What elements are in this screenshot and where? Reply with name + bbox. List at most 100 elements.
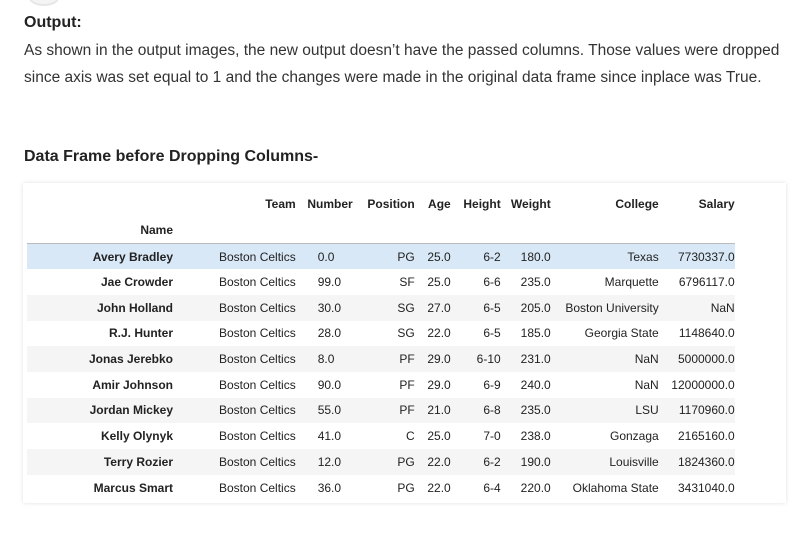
row-index-name: Jordan Mickey [89, 403, 173, 418]
cell-number: 99.0 [317, 275, 342, 290]
cell-age: 22.0 [427, 454, 451, 469]
table-row: Jonas Jerebko Boston Celtics 8.0 PF 29.0 6-10… [27, 346, 735, 372]
table-row: Marcus Smart Boston Celtics 36.0 PG 22.0 6-4 2… [27, 475, 735, 501]
column-header-row: Team Number Position Age Height Weight C… [27, 191, 735, 217]
cell-team: Boston Celtics [219, 454, 296, 469]
index-name-filler [414, 217, 451, 244]
cell-weight: 205.0 [520, 300, 551, 315]
row-index-name: Marcus Smart [93, 480, 173, 495]
avatar-fragment [28, 0, 60, 6]
column-header-college: College [615, 197, 659, 211]
cell-age: 22.0 [427, 480, 451, 495]
table-row: Kelly Olynyk Boston Celtics 41.0 C 25.0 7-0 23… [27, 423, 735, 449]
index-name-filler [352, 217, 415, 244]
cell-weight: 240.0 [520, 377, 551, 392]
row-index-name: Amir Johnson [92, 377, 173, 392]
cell-number: 55.0 [317, 403, 342, 418]
index-name-filler [295, 217, 353, 244]
cell-height: 6-9 [483, 377, 501, 392]
cell-age: 22.0 [427, 326, 451, 341]
dataframe-output: Team Number Position Age Height Weight C… [23, 183, 786, 503]
column-header-weight: Weight [510, 197, 551, 211]
column-header-salary: Salary [698, 197, 735, 211]
cell-team: Boston Celtics [219, 377, 296, 392]
index-name-filler [550, 217, 659, 244]
cell-position: PG [397, 454, 415, 469]
cell-number: 28.0 [317, 326, 342, 341]
cell-weight: 220.0 [520, 480, 551, 495]
cell-weight: 185.0 [520, 326, 551, 341]
table-row: Jordan Mickey Boston Celtics 55.0 PF 21.0 6-8… [27, 397, 735, 424]
cell-position: SG [397, 300, 415, 315]
cell-salary: 1148640.0 [678, 326, 735, 341]
cell-college: NaN [634, 377, 659, 392]
cell-age: 25.0 [427, 429, 451, 444]
output-heading: Output: [24, 14, 82, 31]
cell-college: LSU [635, 403, 659, 418]
cell-salary: 7730337.0 [677, 249, 735, 264]
cell-position: PF [399, 352, 415, 367]
cell-salary: 12000000.0 [671, 377, 735, 392]
cell-weight: 231.0 [520, 352, 551, 367]
cell-age: 27.0 [427, 300, 451, 315]
cell-number: 0.0 [317, 249, 335, 264]
table-row: Terry Rozier Boston Celtics 12.0 PG 22.0 6-2 1… [27, 449, 735, 475]
table-row: John Holland Boston Celtics 30.0 SG 27.0 6-5 2… [27, 294, 735, 321]
cell-height: 6-2 [483, 454, 501, 469]
cell-position: C [406, 429, 415, 444]
cell-position: PG [397, 249, 415, 264]
cell-weight: 238.0 [520, 429, 551, 444]
column-header-position: Position [367, 197, 415, 211]
cell-salary: 1824360.0 [677, 454, 735, 469]
cell-number: 8.0 [317, 352, 335, 367]
cell-height: 6-5 [483, 300, 501, 315]
table-row: Jae Crowder Boston Celtics 99.0 SF 25.0 6-6 23… [27, 269, 735, 295]
index-name-filler [500, 217, 551, 244]
cell-salary: 2165160.0 [677, 429, 735, 444]
cell-height: 7-0 [483, 429, 501, 444]
cell-weight: 180.0 [520, 249, 551, 264]
cell-team: Boston Celtics [219, 275, 296, 290]
output-paragraph: As shown in the output images, the new o… [24, 42, 780, 86]
cell-salary: 6796117.0 [678, 275, 735, 290]
cell-age: 25.0 [427, 249, 451, 264]
cell-number: 12.0 [317, 454, 342, 469]
row-index-name: R.J. Hunter [108, 326, 173, 341]
cell-team: Boston Celtics [219, 249, 296, 264]
table-row: Avery Bradley Boston Celtics 0.0 PG 25.0 6-2 1… [27, 243, 735, 270]
index-name-filler [173, 217, 296, 244]
column-header-number: Number [307, 197, 353, 211]
cell-height: 6-6 [483, 275, 501, 290]
cell-salary: 3431040.0 [677, 480, 735, 495]
index-name-row: Name [27, 217, 735, 244]
cell-team: Boston Celtics [219, 352, 296, 367]
index-name-filler [450, 217, 501, 244]
cell-weight: 235.0 [520, 403, 551, 418]
cell-age: 29.0 [427, 352, 451, 367]
cell-age: 25.0 [427, 275, 451, 290]
cell-position: PF [399, 377, 415, 392]
cell-salary: NaN [710, 300, 735, 315]
table-row: R.J. Hunter Boston Celtics 28.0 SG 22.0 6-5 18… [27, 321, 735, 347]
cell-college: Gonzaga [610, 429, 659, 444]
row-index-name: Jae Crowder [100, 275, 173, 290]
cell-number: 41.0 [317, 429, 342, 444]
cell-number: 90.0 [317, 377, 342, 392]
cell-college: Texas [627, 249, 659, 264]
dataframe-table: Team Number Position Age Height Weight C… [27, 191, 735, 500]
cell-position: PF [399, 403, 415, 418]
row-index-name: John Holland [97, 300, 173, 315]
table-title: Data Frame before Dropping Columns- [24, 148, 319, 165]
cell-weight: 190.0 [520, 454, 551, 469]
cell-college: Marquette [604, 275, 659, 290]
cell-height: 6-4 [483, 480, 501, 495]
cell-team: Boston Celtics [219, 480, 296, 495]
cell-college: Georgia State [584, 326, 659, 341]
cell-position: SF [399, 275, 415, 290]
cell-college: Boston University [565, 300, 659, 315]
cell-number: 30.0 [317, 300, 342, 315]
cell-team: Boston Celtics [219, 403, 296, 418]
cell-number: 36.0 [317, 480, 342, 495]
cell-college: Oklahoma State [572, 480, 659, 495]
cell-weight: 235.0 [520, 275, 551, 290]
